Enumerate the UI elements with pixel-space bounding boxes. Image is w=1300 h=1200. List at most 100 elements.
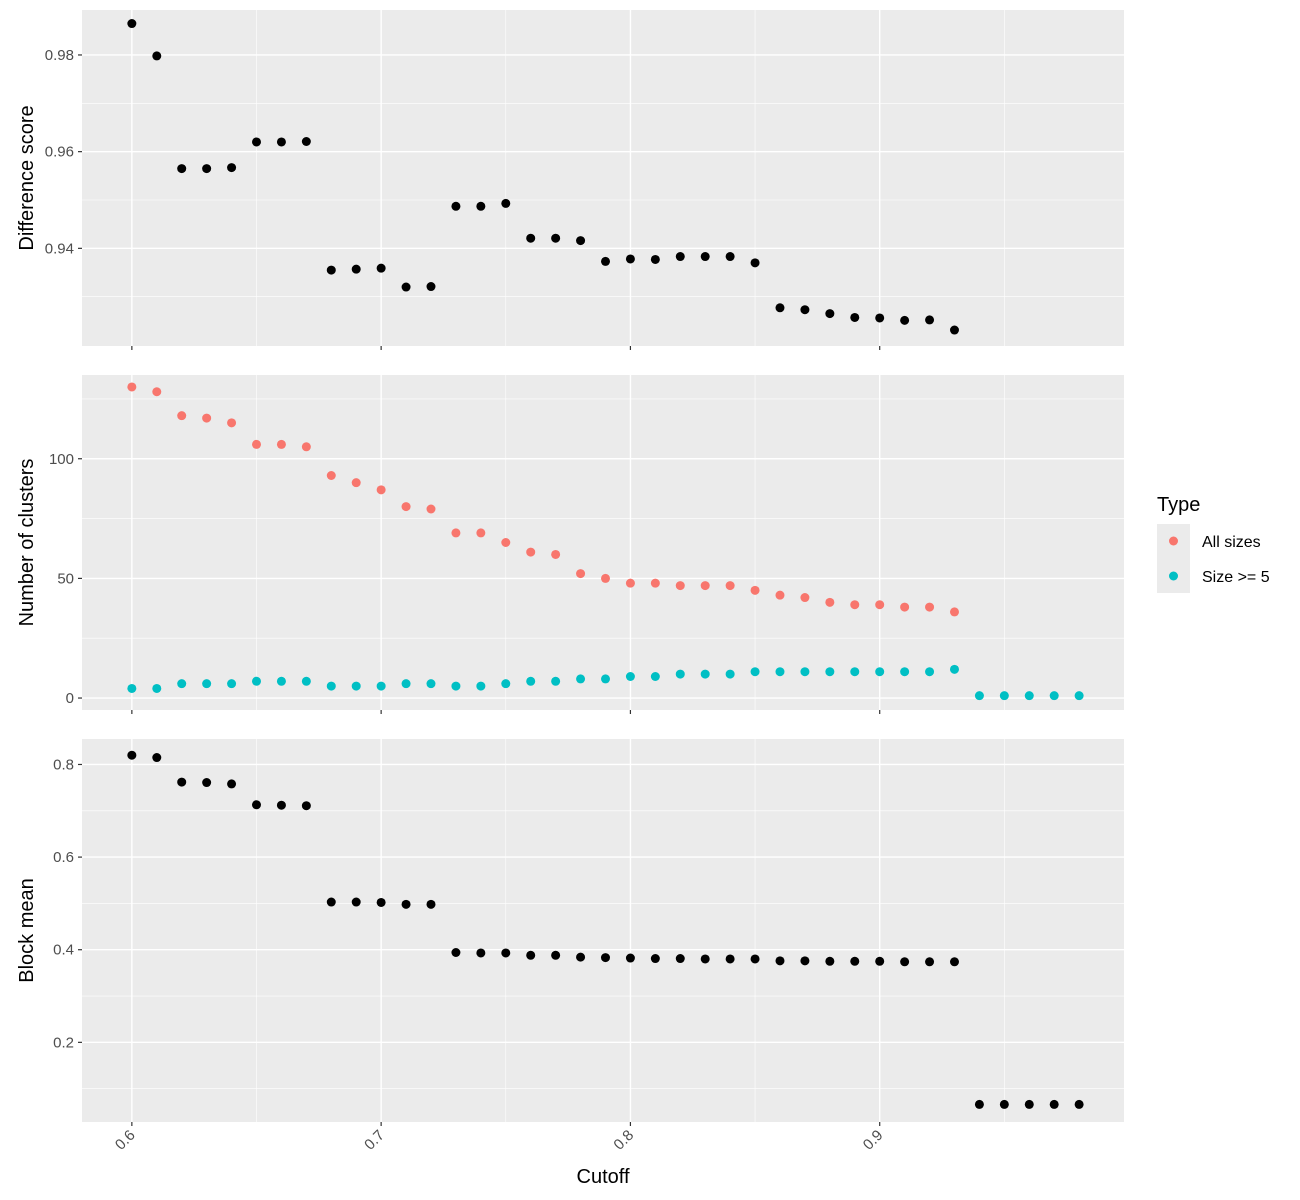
point-all-sizes [227, 418, 237, 428]
point-size-5 [700, 669, 710, 679]
y-tick-label: 0 [66, 690, 74, 707]
panel-number-of-clusters: 0 50 100 Number of clusters [16, 375, 1124, 714]
data-point [476, 948, 486, 958]
y-tick-label: 0.96 [45, 144, 74, 161]
point-size-5 [750, 667, 760, 677]
data-point [625, 254, 635, 264]
panel-block-mean: 0.2 0.4 0.6 0.8 Block mean [16, 739, 1124, 1126]
legend-title: Type [1157, 494, 1200, 516]
point-size-5 [177, 679, 187, 689]
data-point [501, 198, 511, 208]
point-size-5 [1049, 691, 1059, 701]
data-point [900, 957, 910, 967]
point-size-5 [551, 676, 561, 686]
data-point [401, 899, 411, 909]
point-size-5 [875, 667, 885, 677]
point-all-sizes [251, 439, 261, 449]
data-point [825, 956, 835, 966]
point-size-5 [949, 664, 959, 674]
data-point [725, 954, 735, 964]
data-point [301, 801, 311, 811]
data-point [999, 1099, 1009, 1109]
data-point [451, 947, 461, 957]
y-tick-label: 0.98 [45, 47, 74, 64]
point-size-5 [576, 674, 586, 684]
y-tick-label: 0.4 [53, 942, 74, 959]
point-all-sizes [127, 382, 137, 392]
point-all-sizes [775, 590, 785, 600]
data-point [700, 954, 710, 964]
point-all-sizes [925, 602, 935, 612]
y-tick-label: 0.6 [53, 849, 74, 866]
data-point [351, 897, 361, 907]
y-axis-title: Block mean [16, 878, 38, 983]
data-point [974, 1099, 984, 1109]
data-point [675, 954, 685, 964]
point-size-5 [202, 679, 212, 689]
point-all-sizes [650, 578, 660, 588]
point-all-sizes [177, 411, 187, 421]
x-tick-label: 0.9 [860, 1127, 887, 1154]
point-all-sizes [401, 502, 411, 512]
point-all-sizes [526, 547, 536, 557]
panel-background [82, 739, 1124, 1122]
point-size-5 [625, 672, 635, 681]
data-point [127, 19, 137, 29]
point-all-sizes [376, 485, 386, 495]
data-point [501, 948, 511, 958]
point-size-5 [326, 681, 336, 691]
legend-label-all-sizes: All sizes [1202, 534, 1261, 551]
data-point [900, 315, 910, 325]
data-point [750, 954, 760, 964]
point-size-5 [301, 676, 311, 686]
point-all-sizes [276, 439, 286, 449]
x-axis-title: Cutoff [577, 1166, 630, 1188]
point-size-5 [1024, 691, 1034, 701]
data-point [850, 312, 860, 322]
data-point [251, 800, 261, 810]
point-all-sizes [675, 581, 685, 591]
data-point [326, 265, 336, 275]
data-point [576, 952, 586, 962]
point-size-5 [675, 669, 685, 679]
point-all-sizes [501, 538, 511, 547]
point-size-5 [426, 679, 436, 689]
point-size-5 [152, 683, 162, 693]
data-point [152, 51, 162, 61]
data-point [825, 309, 835, 319]
point-all-sizes [900, 602, 910, 612]
point-all-sizes [825, 597, 835, 607]
data-point [451, 201, 461, 211]
data-point [202, 778, 212, 788]
y-tick-label: 50 [57, 570, 74, 587]
data-point [850, 956, 860, 966]
data-point [625, 953, 635, 963]
data-point [949, 325, 959, 335]
data-point [925, 957, 935, 967]
point-all-sizes [576, 569, 586, 579]
point-size-5 [600, 674, 610, 684]
point-size-5 [227, 679, 237, 689]
data-point [700, 252, 710, 262]
point-all-sizes [551, 549, 561, 559]
legend-marker-all-sizes [1169, 536, 1178, 546]
data-point [875, 956, 885, 966]
data-point [875, 313, 885, 323]
data-point [725, 252, 735, 262]
point-all-sizes [326, 471, 336, 480]
data-point [1074, 1099, 1084, 1109]
x-tick-label: 0.7 [361, 1127, 388, 1154]
point-size-5 [476, 681, 486, 691]
data-point [551, 950, 561, 960]
panel-background [82, 375, 1124, 710]
point-all-sizes [700, 581, 710, 591]
data-point [526, 950, 536, 960]
point-size-5 [401, 679, 411, 689]
data-point [650, 254, 660, 264]
y-tick-label: 0.8 [53, 756, 74, 773]
panel-difference-score: 0.94 0.96 0.98 Difference score [16, 10, 1124, 350]
data-point [376, 263, 386, 273]
point-size-5 [850, 667, 860, 677]
panels-layer: 0.94 0.96 0.98 Difference score 0 50 100 Number… [16, 10, 1124, 1154]
